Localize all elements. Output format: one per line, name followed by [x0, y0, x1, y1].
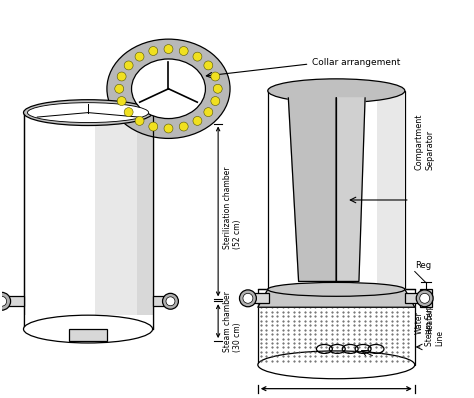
Ellipse shape [24, 315, 153, 343]
Circle shape [204, 61, 213, 70]
Ellipse shape [107, 39, 230, 139]
Circle shape [0, 293, 10, 310]
Circle shape [243, 293, 253, 303]
Bar [268, 91, 405, 289]
Text: Water
Heater: Water Heater [415, 308, 434, 334]
Ellipse shape [258, 351, 415, 379]
Circle shape [115, 84, 124, 93]
Text: Steam Supply
Line: Steam Supply Line [425, 293, 444, 347]
Circle shape [179, 122, 188, 131]
Circle shape [135, 117, 144, 125]
Bar [24, 315, 153, 329]
Ellipse shape [268, 283, 405, 297]
Circle shape [124, 107, 133, 117]
Circle shape [163, 293, 178, 309]
Circle shape [213, 84, 222, 93]
Circle shape [135, 52, 144, 61]
Ellipse shape [132, 59, 205, 119]
Text: Compartment
Separator: Compartment Separator [415, 114, 434, 170]
Circle shape [149, 122, 158, 131]
Text: Sterilization chamber
(52 cm): Sterilization chamber (52 cm) [223, 166, 243, 249]
Bar [248, 293, 269, 303]
Circle shape [211, 97, 220, 105]
Circle shape [117, 97, 126, 105]
Circle shape [164, 124, 173, 133]
Bar [24, 113, 153, 329]
Text: Collar arrangement: Collar arrangement [312, 59, 401, 67]
Circle shape [149, 47, 158, 55]
Circle shape [179, 47, 188, 55]
Polygon shape [258, 289, 415, 307]
Bar [419, 289, 432, 307]
Bar [69, 329, 108, 341]
Circle shape [419, 293, 429, 303]
Circle shape [239, 290, 256, 307]
Polygon shape [336, 98, 365, 281]
Bar [153, 297, 171, 306]
Polygon shape [288, 98, 336, 281]
Text: Reg: Reg [415, 261, 431, 271]
Text: Steam chamber
(30 cm): Steam chamber (30 cm) [223, 291, 243, 351]
Bar [1, 297, 25, 306]
Circle shape [164, 45, 173, 53]
Circle shape [416, 290, 433, 307]
Circle shape [124, 61, 133, 70]
Bar [377, 91, 405, 289]
Circle shape [193, 117, 202, 125]
Bar [258, 289, 415, 365]
Ellipse shape [24, 100, 153, 125]
Circle shape [193, 52, 202, 61]
Circle shape [0, 297, 7, 306]
Circle shape [117, 72, 126, 81]
Ellipse shape [268, 79, 405, 103]
Circle shape [211, 72, 220, 81]
Circle shape [204, 107, 213, 117]
Bar [405, 293, 425, 303]
Bar [137, 113, 153, 329]
Ellipse shape [27, 103, 149, 123]
Bar [94, 113, 153, 329]
Circle shape [166, 297, 175, 306]
